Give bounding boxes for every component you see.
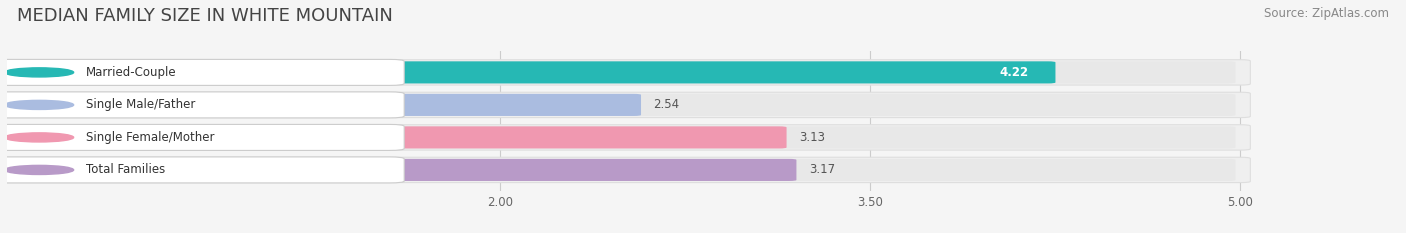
FancyBboxPatch shape (0, 157, 404, 183)
FancyBboxPatch shape (0, 60, 1250, 85)
Text: 3.17: 3.17 (808, 163, 835, 176)
Text: Total Families: Total Families (86, 163, 166, 176)
Text: 2.54: 2.54 (654, 98, 679, 111)
FancyBboxPatch shape (13, 126, 1236, 148)
FancyBboxPatch shape (0, 157, 1250, 183)
Text: Source: ZipAtlas.com: Source: ZipAtlas.com (1264, 7, 1389, 20)
Text: Single Female/Mother: Single Female/Mother (86, 131, 215, 144)
Circle shape (4, 165, 73, 175)
FancyBboxPatch shape (0, 124, 404, 151)
FancyBboxPatch shape (0, 125, 1250, 150)
Circle shape (4, 100, 73, 110)
FancyBboxPatch shape (0, 92, 404, 118)
FancyBboxPatch shape (0, 92, 1250, 118)
FancyBboxPatch shape (13, 126, 786, 148)
FancyBboxPatch shape (13, 61, 1056, 83)
Text: Married-Couple: Married-Couple (86, 66, 177, 79)
FancyBboxPatch shape (0, 59, 404, 86)
Text: 4.22: 4.22 (1000, 66, 1028, 79)
Text: MEDIAN FAMILY SIZE IN WHITE MOUNTAIN: MEDIAN FAMILY SIZE IN WHITE MOUNTAIN (17, 7, 392, 25)
Text: 3.13: 3.13 (799, 131, 825, 144)
FancyBboxPatch shape (13, 94, 641, 116)
FancyBboxPatch shape (13, 61, 1236, 83)
Text: Single Male/Father: Single Male/Father (86, 98, 195, 111)
FancyBboxPatch shape (13, 159, 1236, 181)
Circle shape (4, 68, 73, 77)
FancyBboxPatch shape (13, 159, 796, 181)
FancyBboxPatch shape (13, 94, 1236, 116)
Circle shape (4, 133, 73, 142)
